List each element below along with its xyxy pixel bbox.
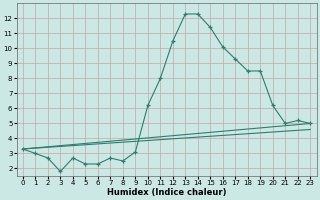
X-axis label: Humidex (Indice chaleur): Humidex (Indice chaleur) [107, 188, 226, 197]
